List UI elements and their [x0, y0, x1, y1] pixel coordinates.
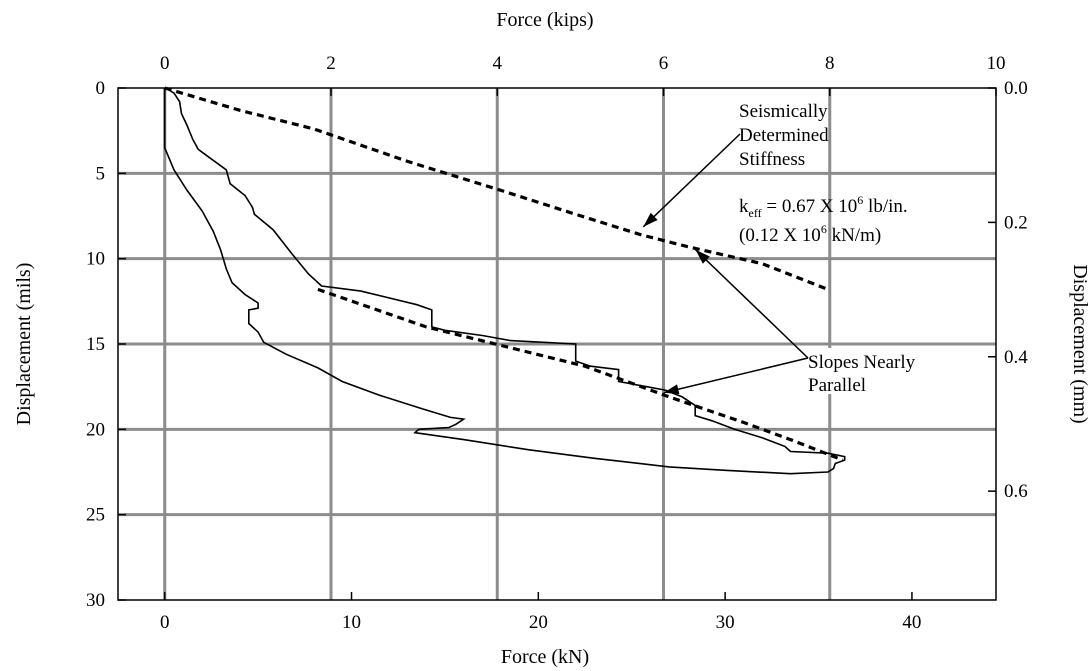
keff-si-suffix: kN/m) [827, 225, 881, 246]
seismic-pointer-arrow-head [643, 212, 658, 227]
data-curves [163, 86, 846, 475]
grid [118, 88, 996, 600]
keff-prefix: k [739, 196, 749, 217]
left-tick-label: 30 [86, 590, 105, 611]
bottom-tick-label: 30 [716, 612, 735, 633]
bottom-tick-label: 20 [529, 612, 548, 633]
annotation-seismic-line2: Determined [739, 125, 829, 146]
left-tick-label: 10 [86, 249, 105, 270]
annotation-seismic-line3: Stiffness [739, 149, 805, 170]
bottom-tick-label: 10 [342, 612, 361, 633]
slopes-pointer-arrow-upper-shaft [694, 249, 809, 359]
keff-suffix: lb/in. [863, 196, 907, 217]
left-tick-label: 0 [96, 78, 106, 99]
seismic-pointer-arrow-shaft [642, 133, 741, 228]
dashed-stiffness-line-1 [164, 86, 829, 291]
right-axis-title: Displacement (mm) [1069, 264, 1091, 423]
bottom-tick-label: 0 [160, 612, 170, 633]
keff-si-prefix: (0.12 X 10 [739, 225, 821, 246]
top-tick-label: 10 [987, 53, 1006, 74]
axis-ticks [118, 87, 997, 601]
solid-hysteresis-loop [163, 87, 846, 475]
annotation-keff-si: (0.12 X 106 kN/m) [739, 222, 881, 246]
right-tick-label: 0.0 [1004, 78, 1028, 99]
left-tick-label: 20 [86, 419, 105, 440]
keff-si-superscript: 6 [821, 222, 827, 236]
annotations: Seismically Determined Stiffness keff = … [642, 101, 932, 396]
annotation-keff: keff = 0.67 X 106 lb/in. [739, 193, 908, 220]
keff-superscript: 6 [857, 193, 863, 207]
bottom-tick-label: 40 [902, 612, 921, 633]
annotation-seismic-line1: Seismically [739, 101, 828, 122]
right-tick-label: 0.2 [1004, 212, 1028, 233]
top-tick-label: 0 [160, 53, 170, 74]
left-axis-title: Displacement (mils) [13, 263, 35, 426]
slopes-pointer-arrow-lower-head [663, 384, 680, 395]
right-tick-label: 0.6 [1004, 481, 1028, 502]
dashed-stiffness-line-2 [317, 287, 844, 462]
slopes-pointer-arrow-upper-head [695, 249, 710, 264]
bottom-axis-title: Force (kN) [501, 646, 589, 668]
tick-labels: 0 10 20 30 40 0 2 4 6 8 10 0 5 10 15 20 25 30 0.0 0.2 0.4 0.6 [86, 53, 1028, 633]
left-tick-label: 15 [86, 334, 105, 355]
annotation-slopes-line1: Slopes Nearly [808, 352, 916, 373]
keff-mid: = 0.67 X 10 [762, 196, 858, 217]
right-tick-label: 0.4 [1004, 347, 1028, 368]
left-tick-label: 25 [86, 505, 105, 526]
top-axis-title: Force (kips) [496, 9, 593, 31]
top-tick-label: 2 [326, 53, 336, 74]
top-tick-label: 4 [493, 53, 503, 74]
left-tick-label: 5 [96, 163, 106, 184]
keff-subscript: eff [749, 206, 762, 220]
top-tick-label: 8 [825, 53, 835, 74]
annotation-slopes-background [805, 348, 932, 394]
annotation-slopes-line2: Parallel [808, 375, 866, 396]
slopes-pointer-arrow-lower-shaft [663, 357, 809, 394]
top-tick-label: 6 [659, 53, 669, 74]
